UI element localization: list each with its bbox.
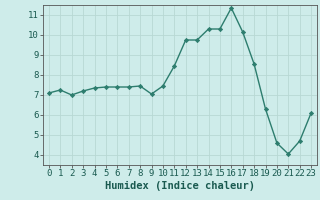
X-axis label: Humidex (Indice chaleur): Humidex (Indice chaleur) (105, 181, 255, 191)
